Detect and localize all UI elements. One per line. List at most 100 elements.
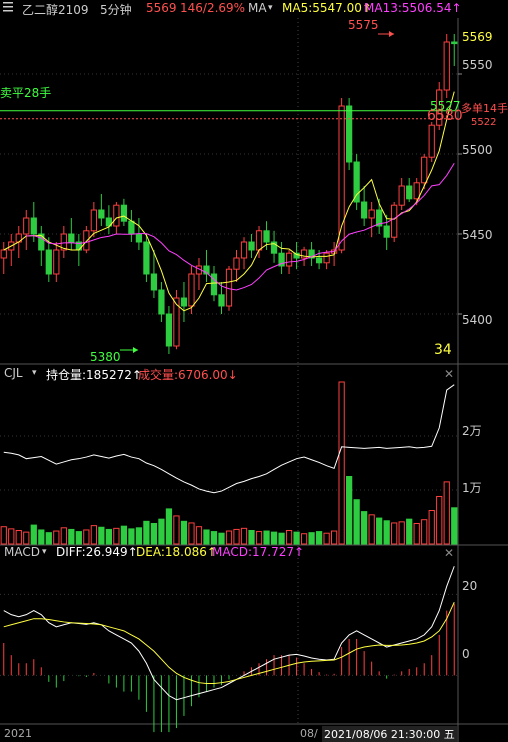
volume-bar	[8, 528, 15, 545]
volume-bar	[353, 499, 360, 545]
candle-body	[128, 220, 135, 235]
high-arrow-head	[389, 31, 394, 37]
candle-body	[30, 217, 37, 235]
candle-body	[165, 313, 173, 347]
volume-bar	[90, 525, 97, 545]
candle-body	[398, 185, 405, 206]
volume-bar	[361, 511, 368, 545]
volume-bar	[263, 530, 270, 545]
candle-body	[451, 41, 458, 45]
candle-body	[315, 257, 323, 264]
hamburger-icon[interactable]	[2, 0, 14, 14]
candle-body	[113, 204, 120, 227]
volume-bar	[225, 530, 233, 545]
volume-bar	[165, 508, 173, 545]
ma13-line	[26, 162, 455, 291]
candle-body	[240, 241, 248, 259]
candle-body	[233, 257, 240, 270]
candle-body	[421, 156, 428, 184]
volume-bar	[30, 524, 37, 545]
candle-body	[376, 209, 383, 227]
volume-bar	[120, 525, 128, 545]
ma13-value: MA13:5506.54↑	[364, 1, 462, 15]
volume-bar	[315, 531, 323, 545]
volume-bar	[105, 528, 112, 545]
volume-series	[0, 381, 458, 545]
candle-body	[98, 209, 105, 219]
volume-bar	[270, 531, 278, 545]
cjl-name[interactable]: CJL	[4, 366, 23, 380]
dea-value: DEA:18.086↑	[136, 545, 217, 559]
candle-body	[353, 161, 360, 203]
close-icon[interactable]: ✕	[444, 367, 455, 381]
candle-body	[248, 241, 255, 251]
candle-body	[443, 41, 450, 91]
volume-bar	[240, 527, 248, 545]
volume-bar	[203, 529, 210, 545]
volume-bar	[346, 476, 353, 545]
crosshair-datetime: 2021/08/06 21:30:00 五	[322, 726, 457, 742]
macd-tick: 20	[462, 579, 478, 593]
price-overlays	[0, 31, 458, 353]
volume-bar	[255, 531, 263, 545]
symbol-name[interactable]: 乙二醇2109	[22, 3, 89, 17]
dropdown-arrow-icon[interactable]: ▾	[268, 3, 273, 13]
candle-body	[218, 294, 225, 307]
candle-body	[105, 217, 112, 227]
volume-bar	[436, 495, 443, 545]
low-marker: 5380	[90, 350, 121, 364]
volume-bar	[413, 522, 420, 545]
volume-bar	[451, 507, 458, 545]
volume-bar	[210, 531, 218, 545]
candle-body	[120, 204, 128, 222]
volume-bar	[158, 518, 165, 545]
candle-body	[383, 225, 390, 238]
candle-body	[53, 249, 60, 275]
volume-bar	[398, 521, 405, 545]
ma-label[interactable]: MA	[248, 1, 267, 15]
bar-count: 34	[434, 342, 452, 358]
volume-bar	[278, 532, 285, 545]
volume-bar	[443, 481, 450, 545]
dropdown-arrow-icon[interactable]: ▾	[42, 547, 47, 557]
candle-body	[203, 265, 210, 275]
macd-name[interactable]: MACD	[4, 545, 40, 559]
candle-body	[308, 249, 315, 259]
price-tick: 5500	[462, 143, 493, 157]
volume-bar	[421, 519, 428, 545]
macd-header: MACD ▾ DIFF:26.949↑ DEA:18.086↑ MACD:17.…	[0, 545, 508, 561]
volume-tick: 2万	[462, 424, 482, 438]
volume-bar	[323, 532, 330, 545]
period-selector[interactable]: 5分钟	[100, 3, 132, 17]
close-icon[interactable]: ✕	[444, 546, 455, 560]
dropdown-arrow-icon[interactable]: ▾	[32, 368, 37, 378]
volume-bar	[98, 526, 105, 545]
candle-body	[255, 230, 263, 251]
candle-body	[210, 273, 218, 296]
diff-line	[3, 566, 455, 701]
red-small-value: 5522	[471, 117, 497, 128]
volume-bar	[173, 515, 180, 545]
volume-bar	[368, 514, 375, 545]
volume-value: 成交量:6706.00↓	[138, 368, 238, 382]
volume-bar	[383, 520, 390, 545]
volume-bar	[128, 528, 135, 545]
candle-body	[135, 233, 143, 243]
candle-body	[173, 297, 180, 347]
candle-body	[263, 230, 270, 243]
footer-mid-date: 08/	[300, 727, 318, 740]
volume-bar	[406, 518, 413, 545]
volume-bar	[195, 526, 203, 545]
volume-bar	[143, 520, 150, 545]
ma-lines	[3, 91, 455, 312]
candle-body	[406, 185, 413, 200]
volume-bar	[150, 522, 158, 545]
volume-bar	[285, 530, 293, 545]
high-marker: 5575	[348, 18, 379, 32]
candle-body	[90, 209, 97, 232]
macd-series	[3, 566, 455, 733]
candle-body	[45, 249, 52, 275]
macd-value: MACD:17.727↑	[212, 545, 305, 559]
volume-bar	[376, 517, 383, 545]
